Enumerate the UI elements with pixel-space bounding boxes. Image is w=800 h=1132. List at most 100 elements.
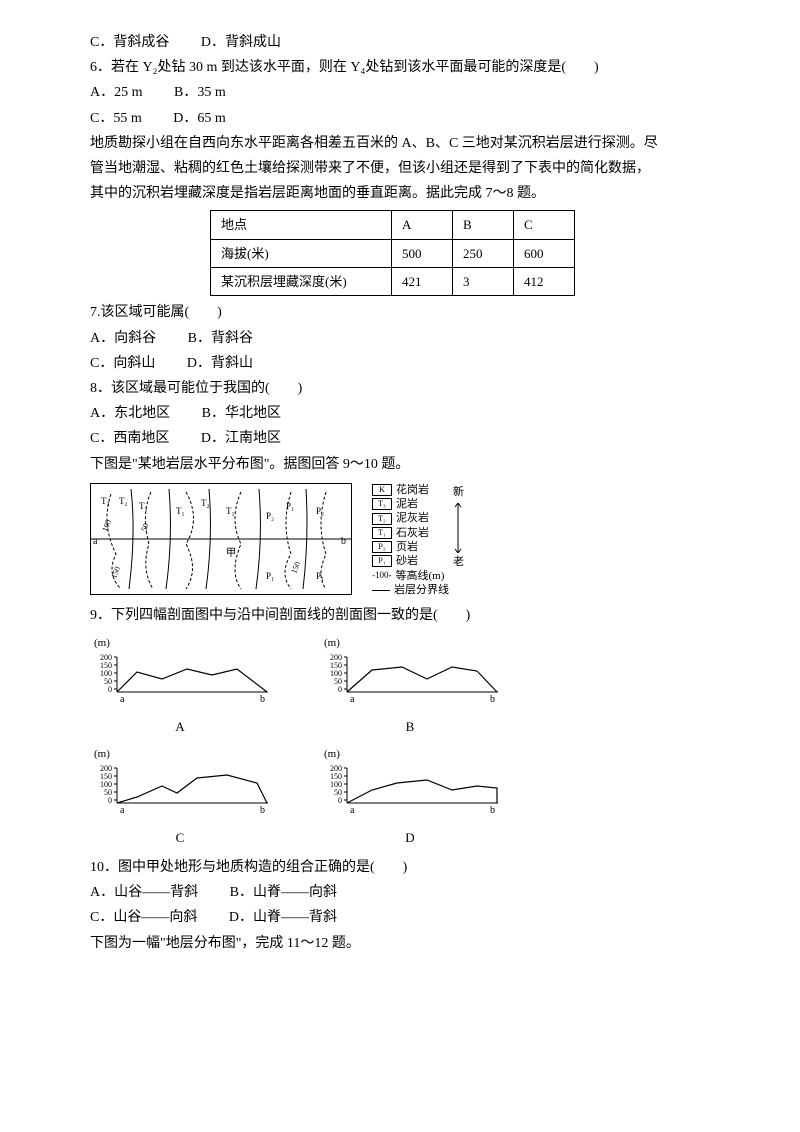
svg-text:T₁: T₁ — [139, 501, 148, 511]
q8-row1: A．东北地区 B．华北地区 — [90, 401, 710, 426]
table-row: 海拔(米) 500 250 600 — [211, 239, 575, 267]
q10-stem: 10．图中甲处地形与地质构造的组合正确的是( ) — [90, 855, 710, 880]
geology-figure: a b T₃ T₂ T₁ T₁ T₂ T₁ P₂ P₁ P₂ 甲 100 50 … — [90, 483, 710, 597]
th-c: C — [514, 211, 575, 239]
svg-text:P₁: P₁ — [286, 501, 294, 511]
svg-text:T₁: T₁ — [176, 506, 185, 516]
q7-row1: A．向斜谷 B．背斜谷 — [90, 326, 710, 351]
svg-text:150: 150 — [289, 560, 302, 574]
p1-l2: 管当地潮湿、粘稠的红色土壤给探测带来了不便，但该小组还是得到了下表中的简化数据， — [90, 156, 710, 181]
svg-text:甲: 甲 — [226, 548, 236, 559]
td-b3: 3 — [453, 268, 514, 296]
svg-text:b: b — [341, 536, 346, 547]
q6-optC: C．55 m — [90, 111, 142, 126]
svg-text:b: b — [490, 694, 495, 704]
svg-text:P₂: P₂ — [316, 506, 324, 516]
svg-text:b: b — [260, 805, 265, 815]
th-loc: 地点 — [211, 211, 392, 239]
svg-text:P₂: P₂ — [266, 511, 274, 521]
q7-optC: C．向斜山 — [90, 356, 155, 371]
svg-text:0: 0 — [108, 685, 112, 694]
table-row: 某沉积层埋藏深度(米) 421 3 412 — [211, 268, 575, 296]
legend: K花岗岩 T₃泥岩 T₂泥灰岩 T₁石灰岩 P₂页岩 P₁砂岩 -100-等高线… — [372, 483, 449, 597]
svg-text:0: 0 — [338, 796, 342, 805]
q10-optC: C．山谷——向斜 — [90, 910, 197, 925]
q8-stem: 8．该区域最可能位于我国的( ) — [90, 376, 710, 401]
th-elev: 海拔(米) — [211, 239, 392, 267]
svg-text:T₂: T₂ — [201, 498, 210, 508]
svg-text:a: a — [350, 694, 355, 704]
q6-optD: D．65 m — [173, 111, 226, 126]
svg-text:0: 0 — [338, 685, 342, 694]
q6-optA: A．25 m — [90, 85, 143, 100]
age-new: 新 — [453, 483, 464, 503]
q8-row2: C．西南地区 D．江南地区 — [90, 426, 710, 451]
svg-text:a: a — [350, 805, 355, 815]
td-c2: 600 — [514, 239, 575, 267]
svg-text:a: a — [93, 536, 98, 547]
svg-text:T₁: T₁ — [226, 506, 235, 516]
q8-optD: D．江南地区 — [201, 431, 281, 446]
svg-text:a: a — [120, 694, 125, 704]
svg-text:50: 50 — [139, 522, 150, 533]
q7-optD: D．背斜山 — [187, 356, 253, 371]
q9-stem: 9．下列四幅剖面图中与沿中间剖面线的剖面图一致的是( ) — [90, 603, 710, 628]
q5-optD: D．背斜成山 — [201, 35, 281, 50]
th-depth: 某沉积层埋藏深度(米) — [211, 268, 392, 296]
q6-row2: C．55 m D．65 m — [90, 106, 710, 131]
svg-text:T₂: T₂ — [119, 496, 128, 506]
q10-row1: A．山谷——背斜 B．山脊——向斜 — [90, 880, 710, 905]
lg-t2: 泥灰岩 — [396, 511, 429, 525]
th-a: A — [392, 211, 453, 239]
q8-optB: B．华北地区 — [202, 406, 281, 421]
geology-map: a b T₃ T₂ T₁ T₁ T₂ T₁ P₂ P₁ P₂ 甲 100 50 … — [90, 483, 352, 595]
data-table: 地点 A B C 海拔(米) 500 250 600 某沉积层埋藏深度(米) 4… — [210, 210, 575, 296]
svg-text:0: 0 — [108, 796, 112, 805]
profile-charts: (m) 200150100500 a b A (m) 200150100500 … — [90, 634, 710, 738]
th-b: B — [453, 211, 514, 239]
lg-p2: 页岩 — [396, 540, 418, 554]
q10-row2: C．山谷——向斜 D．山脊——背斜 — [90, 905, 710, 930]
q10-optD: D．山脊——背斜 — [229, 910, 337, 925]
svg-text:T₃: T₃ — [101, 496, 110, 506]
q6-stem: 6．若在 Y₂处钻 30 m 到达该水平面，则在 Y₄处钻到该水平面最可能的深度… — [90, 55, 710, 80]
td-a2: 500 — [392, 239, 453, 267]
q7-optB: B．背斜谷 — [188, 331, 253, 346]
svg-text:b: b — [260, 694, 265, 704]
p1-l3: 其中的沉积岩埋藏深度是指岩层距离地面的垂直距离。据此完成 7～8 题。 — [90, 181, 710, 206]
lg-contour: 等高线(m) — [396, 569, 445, 583]
svg-text:a: a — [120, 805, 125, 815]
svg-text:P₁: P₁ — [266, 571, 274, 581]
lg-t1: 石灰岩 — [396, 526, 429, 540]
svg-text:150: 150 — [109, 565, 122, 579]
q5-optC: C．背斜成谷 — [90, 35, 169, 50]
profile-charts-2: (m) 200150100500 a b C (m) 200150100500 … — [90, 745, 710, 849]
q7-row2: C．向斜山 D．背斜山 — [90, 351, 710, 376]
svg-text:P₁: P₁ — [316, 571, 324, 581]
q6-optB: B．35 m — [174, 85, 226, 100]
lg-p1: 砂岩 — [396, 554, 418, 568]
table-row: 地点 A B C — [211, 211, 575, 239]
svg-text:b: b — [490, 805, 495, 815]
age-arrow: 新 老 — [453, 483, 464, 573]
p1-l1: 地质勘探小组在自西向东水平距离各相差五百米的 A、B、C 三地对某沉积岩层进行探… — [90, 131, 710, 156]
age-old: 老 — [453, 553, 464, 573]
lg-t3: 泥岩 — [396, 497, 418, 511]
q8-optC: C．西南地区 — [90, 431, 169, 446]
p3: 下图为一幅"地层分布图"，完成 11～12 题。 — [90, 931, 710, 956]
chart-D: (m) 200150100500 a b D — [320, 745, 500, 849]
chart-A: (m) 200150100500 a b A — [90, 634, 270, 738]
q10-optA: A．山谷——背斜 — [90, 885, 198, 900]
q7-stem: 7.该区域可能属( ) — [90, 300, 710, 325]
q7-optA: A．向斜谷 — [90, 331, 156, 346]
svg-text:100: 100 — [100, 518, 113, 532]
q10-optB: B．山脊——向斜 — [230, 885, 337, 900]
lg-k: 花岗岩 — [396, 483, 429, 497]
q6-row1: A．25 m B．35 m — [90, 80, 710, 105]
lg-boundary: 岩层分界线 — [394, 583, 449, 597]
p2: 下图是"某地岩层水平分布图"。据图回答 9～10 题。 — [90, 452, 710, 477]
q8-optA: A．东北地区 — [90, 406, 170, 421]
td-b2: 250 — [453, 239, 514, 267]
td-c3: 412 — [514, 268, 575, 296]
chart-B: (m) 200150100500 a b B — [320, 634, 500, 738]
